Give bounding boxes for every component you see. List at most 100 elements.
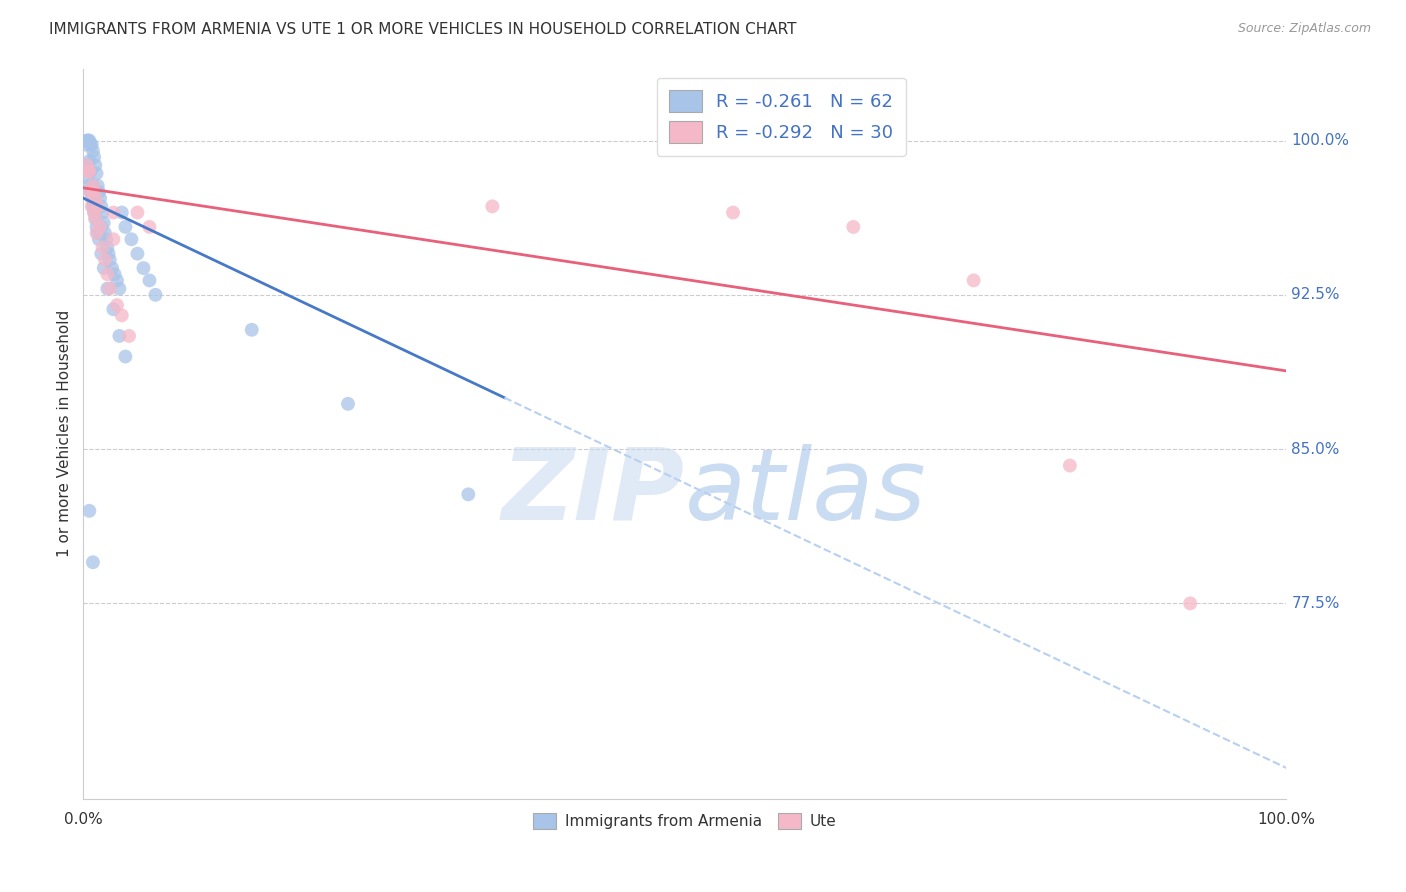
- Text: 92.5%: 92.5%: [1291, 287, 1340, 302]
- Point: [1180, 596, 1202, 610]
- Point: [103, 205, 125, 219]
- Point: [97, 246, 120, 260]
- Point: [77, 164, 100, 178]
- Point: [80, 137, 103, 152]
- Text: 100.0%: 100.0%: [1291, 133, 1350, 148]
- Point: [103, 232, 125, 246]
- Point: [79, 178, 101, 193]
- Point: [82, 178, 104, 193]
- Point: [93, 261, 115, 276]
- Point: [94, 232, 117, 246]
- Point: [76, 158, 98, 172]
- Point: [145, 288, 167, 302]
- Y-axis label: 1 or more Vehicles in Household: 1 or more Vehicles in Household: [58, 310, 72, 558]
- Point: [79, 164, 101, 178]
- Point: [114, 350, 136, 364]
- Point: [86, 226, 108, 240]
- Point: [77, 170, 100, 185]
- Point: [337, 397, 360, 411]
- Point: [83, 205, 105, 219]
- Point: [87, 226, 110, 240]
- Legend: Immigrants from Armenia, Ute: Immigrants from Armenia, Ute: [527, 806, 842, 835]
- Point: [82, 144, 104, 158]
- Point: [127, 205, 149, 219]
- Point: [138, 273, 160, 287]
- Point: [962, 273, 984, 287]
- Point: [103, 302, 125, 317]
- Point: [98, 252, 121, 267]
- Point: [79, 137, 101, 152]
- Point: [82, 185, 104, 199]
- Point: [87, 199, 110, 213]
- Point: [79, 134, 101, 148]
- Point: [79, 154, 101, 169]
- Point: [79, 185, 101, 199]
- Point: [84, 158, 107, 172]
- Point: [120, 232, 142, 246]
- Point: [111, 309, 134, 323]
- Point: [96, 282, 118, 296]
- Point: [82, 555, 104, 569]
- Point: [240, 323, 263, 337]
- Point: [87, 232, 110, 246]
- Point: [84, 211, 107, 226]
- Point: [91, 240, 114, 254]
- Point: [83, 150, 105, 164]
- Point: [138, 219, 160, 234]
- Point: [84, 211, 107, 226]
- Point: [90, 219, 112, 234]
- Point: [96, 267, 118, 281]
- Point: [86, 219, 108, 234]
- Point: [98, 282, 121, 296]
- Point: [721, 205, 744, 219]
- Point: [94, 226, 117, 240]
- Point: [86, 199, 108, 213]
- Text: atlas: atlas: [685, 443, 927, 541]
- Point: [94, 252, 117, 267]
- Point: [96, 240, 118, 254]
- Point: [111, 205, 134, 219]
- Point: [76, 134, 98, 148]
- Point: [90, 246, 112, 260]
- Text: IMMIGRANTS FROM ARMENIA VS UTE 1 OR MORE VEHICLES IN HOUSEHOLD CORRELATION CHART: IMMIGRANTS FROM ARMENIA VS UTE 1 OR MORE…: [49, 22, 797, 37]
- Text: ZIP: ZIP: [502, 443, 685, 541]
- Point: [79, 164, 101, 178]
- Point: [80, 191, 103, 205]
- Point: [90, 199, 112, 213]
- Point: [86, 166, 108, 180]
- Point: [83, 195, 105, 210]
- Point: [87, 178, 110, 193]
- Point: [79, 504, 101, 518]
- Point: [108, 282, 131, 296]
- Text: 85.0%: 85.0%: [1291, 442, 1340, 457]
- Point: [79, 185, 101, 199]
- Point: [457, 487, 479, 501]
- Point: [80, 185, 103, 199]
- Point: [127, 246, 149, 260]
- Point: [82, 178, 104, 193]
- Point: [75, 137, 97, 152]
- Point: [481, 199, 503, 213]
- Point: [84, 191, 107, 205]
- Text: Source: ZipAtlas.com: Source: ZipAtlas.com: [1237, 22, 1371, 36]
- Point: [91, 205, 114, 219]
- Text: 77.5%: 77.5%: [1291, 596, 1340, 611]
- Point: [132, 261, 155, 276]
- Point: [93, 216, 115, 230]
- Point: [76, 158, 98, 172]
- Point: [80, 199, 103, 213]
- Point: [101, 261, 124, 276]
- Point: [84, 205, 107, 219]
- Point: [105, 298, 128, 312]
- Point: [1059, 458, 1081, 473]
- Point: [108, 329, 131, 343]
- Point: [77, 134, 100, 148]
- Point: [842, 219, 865, 234]
- Point: [114, 219, 136, 234]
- Point: [103, 267, 125, 281]
- Point: [83, 205, 105, 219]
- Point: [87, 185, 110, 199]
- Point: [118, 329, 141, 343]
- Point: [89, 191, 111, 205]
- Point: [105, 273, 128, 287]
